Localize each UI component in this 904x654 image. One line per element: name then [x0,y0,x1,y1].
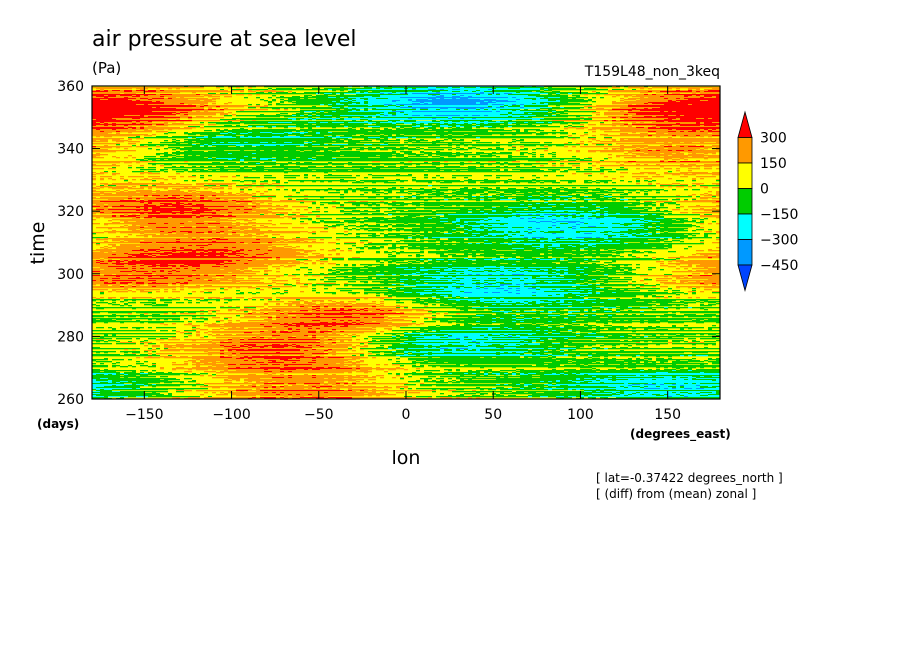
colorbar-label: −450 [760,258,798,274]
x-axis: −150 −100 −50 0 50 100 150 [125,86,681,423]
colorbar-segment [737,239,753,266]
y-axis-units: (days) [37,417,79,431]
annotation-diff: [ (diff) from (mean) zonal ] [596,487,756,501]
colorbar-label: −300 [760,233,798,249]
plot-area [91,85,721,400]
y-tick-label: 260 [57,392,84,408]
x-tick-label: −50 [304,407,334,423]
colorbar-segment [737,162,753,189]
colorbar-label: 0 [760,182,769,198]
x-tick-label: −150 [125,407,163,423]
y-tick-label: 360 [57,79,84,95]
x-axis-units: (degrees_east) [630,427,731,442]
y-axis: 260 280 300 320 340 360 [57,79,720,408]
experiment-label: T159L48_non_3keq [584,64,720,80]
annotation-latitude: [ lat=-0.37422 degrees_north ] [596,471,783,485]
y-tick-label: 340 [57,142,84,158]
colorbar-legend: 300 150 0 −150 −300 −450 [737,110,798,293]
colorbar-segment [737,137,753,164]
colorbar-label: 150 [760,156,787,172]
y-tick-label: 320 [57,204,84,220]
y-tick-label: 280 [57,329,84,345]
units-label: (Pa) [92,59,121,77]
chart-title: air pressure at sea level [92,27,357,52]
y-tick-label: 300 [57,267,84,283]
colorbar-label: −150 [760,207,798,223]
x-tick-label: 150 [654,407,681,423]
x-tick-label: 0 [402,407,411,423]
x-tick-label: 100 [567,407,594,423]
colorbar-arrow-bottom [737,264,753,293]
colorbar-label: 300 [760,131,787,147]
contour-cells [92,86,720,399]
x-tick-label: 50 [484,407,502,423]
x-axis-label: lon [392,447,421,469]
colorbar-arrow-top [737,110,753,138]
colorbar-segment [737,213,753,240]
x-tick-label: −100 [212,407,250,423]
colorbar-segment [737,188,753,215]
y-axis-label: time [27,222,49,265]
